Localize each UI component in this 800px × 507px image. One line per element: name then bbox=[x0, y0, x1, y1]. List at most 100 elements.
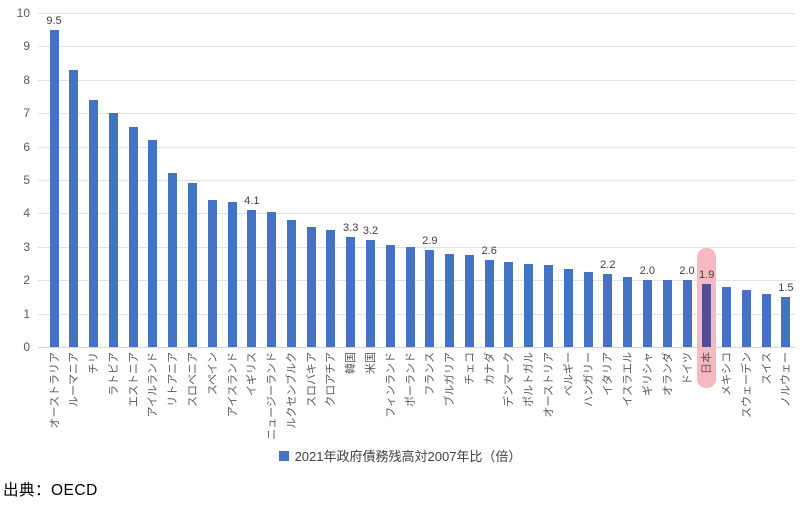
bar bbox=[326, 230, 336, 347]
y-axis-tick-label: 9 bbox=[23, 39, 30, 54]
bar bbox=[484, 260, 494, 347]
y-axis-tick-label: 0 bbox=[23, 340, 30, 354]
y-axis-tick-label: 8 bbox=[23, 72, 30, 87]
bar bbox=[385, 245, 395, 347]
bar bbox=[405, 246, 415, 347]
category-label: ラトビア bbox=[107, 352, 120, 396]
category-label: イタリア bbox=[602, 352, 615, 396]
bar bbox=[623, 276, 633, 347]
y-gridline bbox=[38, 180, 795, 181]
category-label: ハンガリー bbox=[582, 352, 595, 407]
y-axis-tick-label: 10 bbox=[16, 6, 30, 20]
bar bbox=[207, 200, 217, 347]
bar-value-label: 3.2 bbox=[362, 225, 379, 238]
bar bbox=[89, 99, 99, 347]
bar bbox=[188, 183, 197, 347]
category-label: オランダ bbox=[661, 352, 674, 396]
category-label: スペイン bbox=[206, 352, 219, 396]
category-label: イギリス bbox=[246, 352, 259, 396]
legend-label: 2021年政府債務残高対2007年比（倍） bbox=[294, 449, 522, 464]
bar-value-label: 2.0 bbox=[639, 265, 656, 278]
bar bbox=[761, 293, 771, 347]
bar bbox=[524, 263, 534, 347]
category-label: デンマーク bbox=[503, 352, 516, 407]
y-gridline bbox=[38, 246, 795, 248]
bar bbox=[702, 283, 712, 347]
y-axis-tick-label: 1 bbox=[23, 306, 30, 321]
category-label: オーストリア bbox=[543, 352, 555, 418]
category-label: 韓国 bbox=[345, 352, 358, 374]
bar-value-label: 4.1 bbox=[244, 195, 260, 208]
category-label: メキシコ bbox=[721, 352, 733, 396]
x-axis-line bbox=[38, 347, 795, 348]
bar bbox=[168, 173, 178, 347]
y-axis-tick-label: 6 bbox=[23, 139, 30, 154]
category-label: スイス bbox=[760, 352, 773, 385]
y-axis-tick-label: 2 bbox=[23, 273, 30, 288]
bar bbox=[544, 265, 553, 347]
category-label: カナダ bbox=[483, 352, 496, 385]
category-label: ルーマニア bbox=[68, 352, 81, 407]
bar bbox=[662, 280, 672, 347]
y-axis-tick-label: 3 bbox=[23, 239, 30, 254]
bar bbox=[464, 255, 474, 347]
category-label: スウェーデン bbox=[740, 352, 753, 418]
y-gridline bbox=[38, 313, 795, 315]
category-label: ブルガリア bbox=[444, 352, 457, 407]
source-text: 出典：OECD bbox=[3, 482, 98, 499]
category-label: ニュージーランド bbox=[266, 352, 279, 440]
category-label: チェコ bbox=[463, 352, 476, 385]
category-label: アイルランド bbox=[147, 352, 160, 418]
category-label: ポーランド bbox=[404, 352, 417, 407]
y-gridline bbox=[38, 213, 795, 215]
y-gridline bbox=[38, 113, 795, 115]
bar bbox=[227, 201, 237, 347]
category-label: 米国 bbox=[365, 352, 377, 374]
bar bbox=[366, 240, 375, 347]
bar bbox=[722, 286, 731, 347]
category-label: リトアニア bbox=[167, 352, 180, 407]
category-label: スロベニア bbox=[187, 352, 199, 407]
bar-value-label: 2.2 bbox=[600, 258, 616, 271]
bar bbox=[286, 220, 296, 347]
category-label: スロバキア bbox=[305, 352, 318, 407]
category-label: クロアチア bbox=[325, 352, 338, 407]
bar-value-label: 9.5 bbox=[46, 14, 62, 27]
bar bbox=[425, 250, 435, 347]
y-axis-tick-label: 5 bbox=[23, 173, 30, 187]
bar bbox=[682, 280, 692, 347]
bar bbox=[346, 236, 356, 347]
y-axis-tick-label: 4 bbox=[23, 206, 30, 221]
category-label: イスラエル bbox=[622, 352, 635, 407]
category-label: ギリシャ bbox=[641, 352, 654, 396]
legend-color-swatch-icon bbox=[278, 450, 289, 461]
bar bbox=[563, 268, 573, 347]
bar bbox=[741, 290, 751, 347]
bar bbox=[642, 280, 652, 347]
bar bbox=[247, 210, 257, 347]
bar bbox=[603, 273, 613, 347]
category-label: ドイツ bbox=[681, 352, 694, 385]
category-label: ポルトガル bbox=[523, 352, 536, 407]
bar-value-label: 1.9 bbox=[699, 268, 715, 281]
y-gridline bbox=[38, 46, 795, 48]
bar-value-label: 2.0 bbox=[679, 265, 695, 278]
y-gridline bbox=[38, 13, 795, 14]
category-label: 日本 bbox=[701, 352, 714, 374]
bar bbox=[781, 296, 791, 347]
category-label: エストニア bbox=[127, 352, 140, 407]
bar bbox=[148, 139, 158, 347]
y-axis-tick-label: 7 bbox=[23, 106, 30, 121]
category-label: ベルギー bbox=[562, 352, 575, 396]
bar bbox=[445, 253, 455, 347]
bar-value-label: 1.5 bbox=[778, 281, 794, 294]
bar bbox=[69, 69, 79, 347]
category-label: オーストラリア bbox=[48, 352, 61, 429]
category-label: チリ bbox=[88, 352, 101, 374]
bar-value-label: 2.6 bbox=[481, 245, 497, 258]
category-label: ノルウェー bbox=[780, 352, 793, 407]
bar bbox=[128, 126, 138, 347]
bar bbox=[306, 226, 316, 347]
bar bbox=[49, 29, 59, 347]
